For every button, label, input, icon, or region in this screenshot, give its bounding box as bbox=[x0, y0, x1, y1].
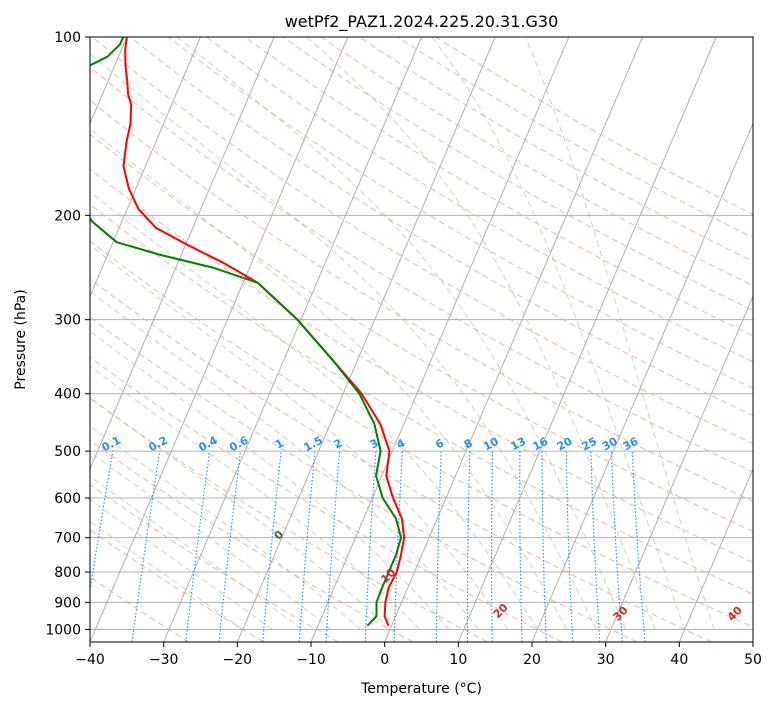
x-tick-label: 40 bbox=[670, 652, 688, 668]
y-tick-label: 900 bbox=[54, 595, 81, 611]
x-tick-label: 50 bbox=[744, 652, 762, 668]
x-axis-label: Temperature (°C) bbox=[360, 681, 482, 697]
y-tick-label: 700 bbox=[54, 531, 81, 547]
y-tick-label: 400 bbox=[54, 387, 81, 403]
x-tick-label: 0 bbox=[380, 652, 389, 668]
x-tick-label: −40 bbox=[75, 652, 105, 668]
chart-title: wetPf2_PAZ1.2024.225.20.31.G30 bbox=[285, 12, 559, 32]
y-tick-label: 100 bbox=[54, 30, 81, 46]
y-tick-label: 1000 bbox=[45, 622, 81, 638]
y-tick-label: 600 bbox=[54, 491, 81, 507]
isotherm-line bbox=[753, 37, 775, 642]
y-tick-label: 500 bbox=[54, 444, 81, 460]
x-tick-label: 20 bbox=[523, 652, 541, 668]
y-axis-label: Pressure (hPa) bbox=[13, 289, 29, 389]
x-tick-label: 30 bbox=[597, 652, 615, 668]
x-tick-label: −10 bbox=[296, 652, 326, 668]
x-tick-label: −30 bbox=[149, 652, 179, 668]
y-tick-label: 200 bbox=[54, 208, 81, 224]
y-tick-label: 300 bbox=[54, 313, 81, 329]
x-tick-label: −20 bbox=[223, 652, 253, 668]
y-tick-label: 800 bbox=[54, 565, 81, 581]
x-tick-label: 10 bbox=[449, 652, 467, 668]
